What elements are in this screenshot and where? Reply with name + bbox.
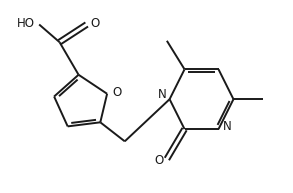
Text: N: N — [223, 120, 232, 133]
Text: O: O — [112, 86, 121, 99]
Text: HO: HO — [17, 17, 35, 30]
Text: O: O — [91, 17, 100, 30]
Text: N: N — [158, 88, 166, 101]
Text: O: O — [155, 154, 164, 167]
